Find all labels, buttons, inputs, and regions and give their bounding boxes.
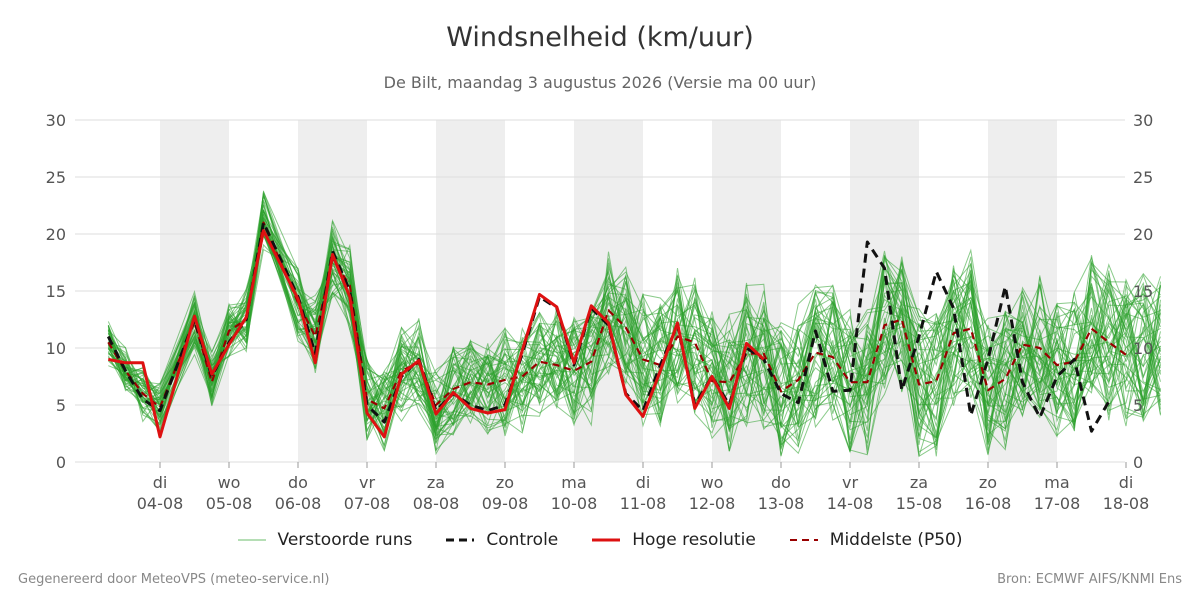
x-tick-day-label: do (288, 473, 308, 492)
legend-item-median: Middelste (P50) (789, 530, 963, 550)
legend: Verstoorde runs Controle Hoge resolutie … (0, 530, 1200, 550)
x-tick-date-label: 18-08 (1103, 494, 1150, 513)
x-tick-date-label: 12-08 (689, 494, 736, 513)
x-tick-day-label: zo (979, 473, 997, 492)
x-tick-day-label: di (1119, 473, 1134, 492)
x-tick-date-label: 17-08 (1034, 494, 1081, 513)
chart-subtitle: De Bilt, maandag 3 augustus 2026 (Versie… (383, 73, 817, 92)
y-tick-label-right: 5 (1133, 396, 1143, 415)
x-tick-day-label: wo (701, 473, 724, 492)
x-tick-day-label: wo (218, 473, 241, 492)
chart-title: Windsnelheid (km/uur) (446, 22, 754, 53)
legend-item-ensemble: Verstoorde runs (237, 530, 413, 550)
legend-label-control: Controle (486, 530, 559, 550)
y-tick-label-right: 15 (1133, 282, 1153, 301)
y-tick-label-left: 0 (56, 453, 66, 472)
x-tick-date-label: 05-08 (206, 494, 253, 513)
footer-source: Bron: ECMWF AIFS/KNMI Ens (997, 572, 1182, 587)
legend-label-median: Middelste (P50) (829, 530, 963, 550)
y-tick-label-right: 20 (1133, 225, 1153, 244)
x-tick-day-label: vr (842, 473, 858, 492)
median-line (107, 221, 1127, 410)
x-tick-day-label: di (636, 473, 651, 492)
x-tick-date-label: 06-08 (275, 494, 322, 513)
y-tick-label-left: 15 (46, 282, 66, 301)
y-tick-label-left: 30 (46, 111, 66, 130)
x-tick-day-label: za (910, 473, 928, 492)
x-tick-date-label: 10-08 (551, 494, 598, 513)
y-tick-label-right: 10 (1133, 339, 1153, 358)
legend-label-ensemble: Verstoorde runs (277, 530, 413, 550)
legend-item-high-resolution: Hoge resolutie (592, 530, 756, 550)
legend-swatch-median (789, 539, 818, 541)
y-tick-label-left: 20 (46, 225, 66, 244)
legend-swatch-ensemble (237, 539, 266, 541)
x-tick-date-label: 16-08 (965, 494, 1012, 513)
x-tick-day-label: vr (359, 473, 375, 492)
x-tick-date-label: 11-08 (620, 494, 667, 513)
x-tick-day-label: ma (1044, 473, 1069, 492)
y-tick-label-left: 25 (46, 168, 66, 187)
y-tick-label-left: 5 (56, 396, 66, 415)
ensemble-member-line (107, 222, 1161, 434)
ensemble-member-line (107, 192, 1161, 452)
x-tick-date-label: 08-08 (413, 494, 460, 513)
x-tick-day-label: zo (496, 473, 514, 492)
y-tick-label-right: 0 (1133, 453, 1143, 472)
axes: 0 0 5 5 10 10 15 15 20 20 25 25 30 30 di 04-08 wo 05-08 do… (46, 111, 1154, 513)
x-tick-date-label: 04-08 (137, 494, 184, 513)
x-tick-date-label: 07-08 (344, 494, 391, 513)
main-series (106, 221, 1127, 439)
x-tick-date-label: 09-08 (482, 494, 529, 513)
legend-swatch-high-resolution (592, 538, 621, 542)
ensemble-member-line (107, 209, 1161, 446)
y-tick-label-left: 10 (46, 339, 66, 358)
x-tick-day-label: di (153, 473, 168, 492)
ensemble-member-line (108, 204, 1161, 458)
ensemble-member-line (107, 237, 1161, 444)
x-tick-date-label: 13-08 (758, 494, 805, 513)
ensemble-member-line (107, 234, 1161, 442)
legend-label-high-resolution: Hoge resolutie (632, 530, 756, 550)
x-tick-date-label: 14-08 (827, 494, 874, 513)
footer-generator: Gegenereerd door MeteoVPS (meteo-service… (18, 572, 330, 587)
high-resolution-line (108, 229, 765, 439)
x-tick-day-label: ma (561, 473, 586, 492)
legend-item-control: Controle (446, 530, 558, 550)
x-tick-day-label: za (427, 473, 445, 492)
y-tick-label-right: 30 (1133, 111, 1153, 130)
x-tick-day-label: do (771, 473, 791, 492)
x-tick-date-label: 15-08 (896, 494, 943, 513)
legend-swatch-control (446, 538, 475, 542)
y-tick-label-right: 25 (1133, 168, 1153, 187)
